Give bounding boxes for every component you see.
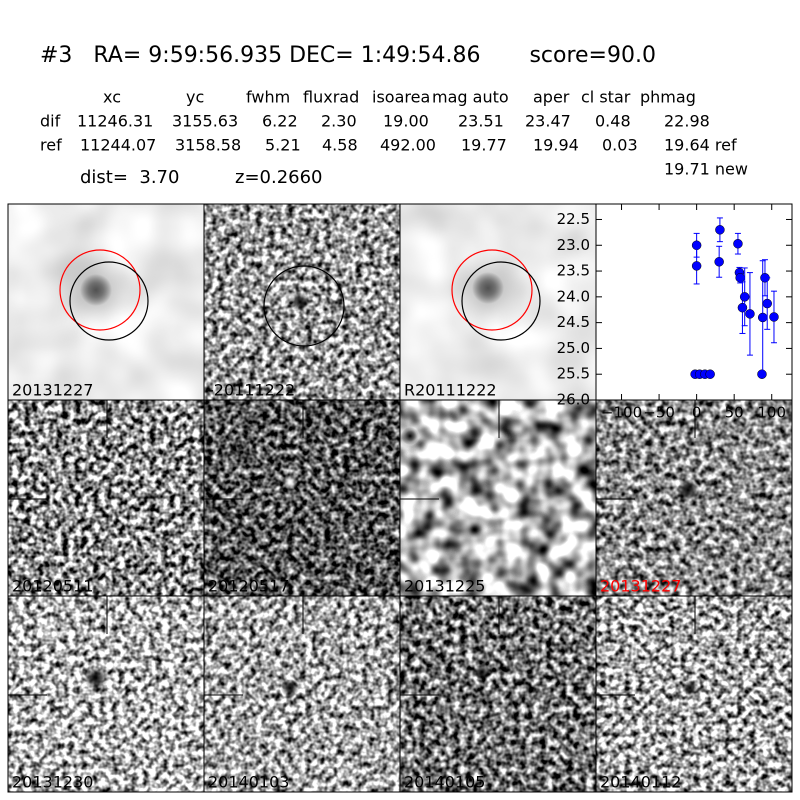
image-panel: [400, 596, 596, 792]
image-panel: [204, 400, 400, 596]
table-cell: 11246.31: [77, 112, 153, 131]
table-cell: 5.21: [265, 136, 301, 155]
point: [762, 298, 772, 309]
table-cell: 19.77: [461, 136, 507, 155]
column-header: fwhm: [246, 88, 290, 107]
column-header: aper: [533, 88, 570, 107]
point: [733, 238, 743, 249]
y-tick-label: 26.0: [557, 391, 590, 409]
table-cell: 3155.63: [172, 112, 238, 131]
title: #3 RA= 9:59:56.935 DEC= 1:49:54.86 score…: [40, 43, 656, 68]
x-tick-label: −50: [643, 404, 675, 422]
table-cell: 492.00: [380, 136, 436, 155]
point: [691, 261, 702, 271]
source-spot: [682, 680, 698, 696]
table-cell: 19.64 ref: [664, 136, 737, 155]
panel-label: 20131227: [12, 381, 93, 400]
table-cell: 19.94: [533, 136, 579, 155]
y-tick-label: 22.5: [557, 210, 590, 228]
panel-label: 20140105: [404, 773, 485, 792]
redshift: z=0.2660: [235, 167, 323, 188]
dist: dist= 3.70: [80, 167, 179, 188]
panel-label: 20140103: [208, 773, 289, 792]
panel-label: 20120517: [208, 577, 289, 596]
panel-grid: 20131227 -20111222 R20111222 20120511 201205…: [7, 203, 793, 793]
table-cell: 2.30: [321, 112, 357, 131]
source-spot: [84, 666, 108, 690]
y-tick-label: 25.5: [557, 365, 590, 383]
circle-red: [59, 249, 141, 331]
point: [715, 225, 725, 235]
table-cell: ref: [40, 136, 62, 155]
circle-black: [263, 265, 345, 347]
table-cell: 6.22: [262, 112, 298, 131]
circle-black: [69, 261, 149, 341]
y-tick-label: 24.5: [557, 313, 590, 331]
table-cell: 4.58: [322, 136, 358, 155]
table-cell: dif: [40, 112, 61, 131]
circle-red: [451, 249, 533, 331]
panel-label: 20131227: [600, 577, 681, 596]
source-spot: [401, 427, 419, 445]
y-tick-label: 24.0: [557, 287, 590, 305]
point: [769, 312, 779, 322]
source-spot: [281, 679, 299, 697]
panel-border: [595, 595, 793, 793]
x-tick-label: −100: [601, 404, 642, 422]
panel-label: R20111222: [404, 381, 497, 400]
y-tick-label: 25.0: [557, 339, 590, 357]
column-header: yc: [186, 88, 204, 107]
circle-black: [461, 261, 541, 341]
y-tick-label: 23.0: [557, 236, 590, 254]
column-header: mag auto: [432, 88, 509, 107]
y-tick-label: 23.5: [557, 262, 590, 280]
point: [714, 257, 724, 267]
overlays: [59, 249, 541, 347]
source-spot: [282, 474, 298, 490]
panel-label: 20120511: [12, 577, 93, 596]
column-header: fluxrad: [303, 88, 359, 107]
image-panel: [8, 596, 204, 792]
panel-label: 20131230: [12, 773, 93, 792]
x-tick-label: 0: [692, 404, 702, 422]
source-spot: [448, 248, 528, 328]
image-panel: [400, 400, 596, 596]
column-header: isoarea: [372, 88, 430, 107]
table-cell: 22.98: [664, 112, 710, 131]
column-header: cl star: [581, 88, 631, 107]
x-tick-label: 100: [757, 404, 786, 422]
panel-label: 20131225: [404, 577, 485, 596]
panel-label: 20140112: [600, 773, 681, 792]
panel-label: -20111222: [208, 381, 295, 400]
point: [745, 309, 755, 319]
point: [737, 302, 748, 313]
source-spot: [677, 479, 699, 501]
table-cell: 23.51: [458, 112, 504, 131]
source-spot: [474, 664, 490, 680]
point: [757, 312, 768, 323]
source-spot: [284, 291, 296, 303]
image-panel: [8, 400, 204, 596]
column-header: phmag: [640, 88, 696, 107]
table-cell: 19.00: [383, 112, 429, 131]
table-cell: 3158.58: [175, 136, 241, 155]
image-panel: [204, 596, 400, 792]
table-cell: 11244.07: [80, 136, 156, 155]
column-header: xc: [103, 88, 121, 107]
table-cell: 0.48: [595, 112, 631, 131]
table-note: 19.71 new: [664, 160, 748, 179]
point: [739, 292, 750, 302]
point: [705, 369, 715, 379]
table-cell: 23.47: [525, 112, 571, 131]
table-cell: 0.03: [602, 136, 638, 155]
source-spot: [56, 250, 136, 330]
x-tick-label: 50: [725, 404, 744, 422]
plot-background: [595, 203, 793, 401]
point: [735, 273, 745, 283]
